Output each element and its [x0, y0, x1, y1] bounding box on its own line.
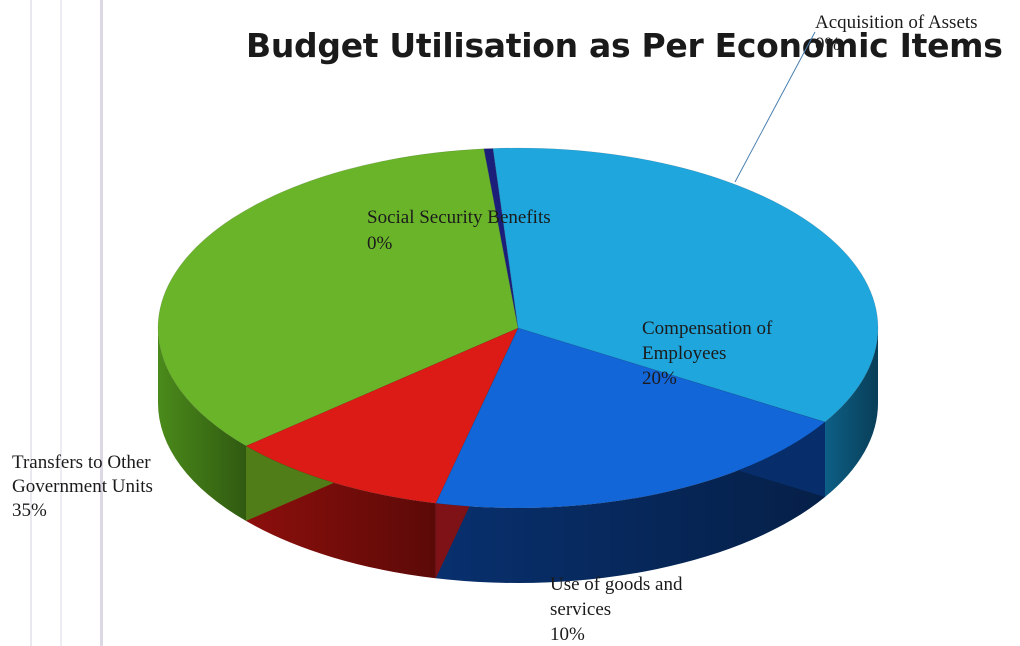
label-transfers-2: 35% — [12, 500, 47, 521]
pie-side-shade-acq — [824, 328, 878, 498]
label-social-0: Social Security Benefits — [367, 207, 551, 228]
leader-line-acq — [734, 31, 816, 183]
pie-top — [157, 147, 879, 509]
pie-slice-transfers — [157, 148, 519, 447]
label-acq-1: 0% — [815, 34, 841, 55]
chart-title: Budget Utilisation as Per Economic Items — [246, 26, 1003, 65]
scan-artifact-line — [100, 0, 103, 646]
pie-side-shade-transfers — [158, 328, 247, 521]
scan-artifact-line — [60, 0, 62, 646]
label-comp-2: 20% — [642, 368, 677, 389]
label-comp-1: Employees — [642, 343, 726, 364]
label-acq-0: Acquisition of Assets — [815, 12, 978, 33]
pie-slice-acq — [492, 147, 879, 423]
scan-artifact-line — [30, 0, 32, 646]
label-transfers-1: Government Units — [12, 476, 153, 497]
pie-side-shade-comp — [435, 422, 825, 583]
label-goods-2: 10% — [550, 624, 585, 645]
pie-slice-social — [483, 148, 519, 329]
pie-leaders — [734, 31, 816, 183]
label-transfers-0: Transfers to Other — [12, 452, 151, 473]
label-goods-1: services — [550, 599, 611, 620]
label-comp-0: Compensation of — [642, 318, 773, 339]
label-social-1: 0% — [367, 233, 393, 254]
pie-slice-comp — [435, 327, 826, 509]
label-goods-0: Use of goods and — [550, 574, 683, 595]
pie-slice-goods — [245, 327, 519, 504]
